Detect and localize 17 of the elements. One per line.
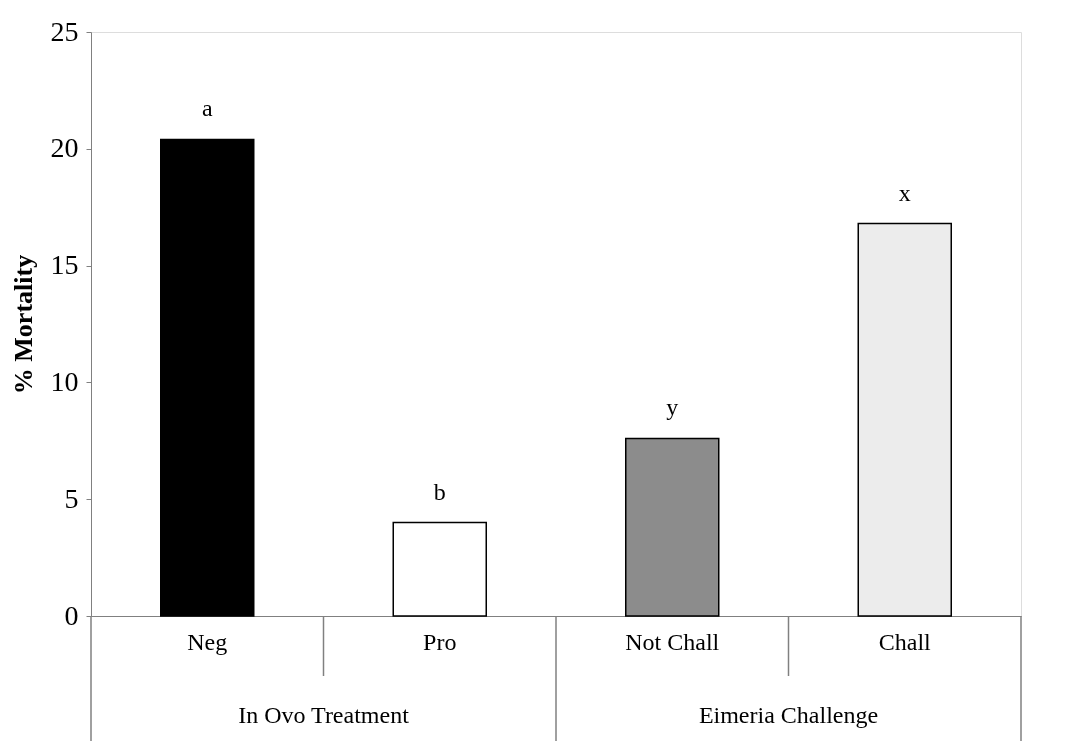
annotation: x [898, 179, 911, 206]
y-tick-label: 5 [64, 482, 79, 514]
annotation: a [201, 95, 213, 122]
y-tick-label: 20 [50, 132, 79, 164]
y-tick-label: 0 [64, 599, 79, 631]
text: In Ovo Treatment [238, 702, 410, 728]
x-tick-label: Not Chall [625, 628, 720, 655]
x-tick-label: Chall [878, 628, 932, 655]
x-tick-label: Neg [187, 628, 228, 655]
y-tick-label: 15 [50, 249, 79, 281]
y-tick-label: 10 [50, 365, 79, 397]
y-tick-label: 25 [50, 15, 79, 47]
x-tick-label: Pro [423, 628, 457, 655]
annotation: y [666, 394, 679, 421]
text: Eimeria Challenge [698, 702, 879, 728]
y-axis-title: % Mortality [8, 254, 38, 395]
annotation: b [433, 478, 446, 505]
